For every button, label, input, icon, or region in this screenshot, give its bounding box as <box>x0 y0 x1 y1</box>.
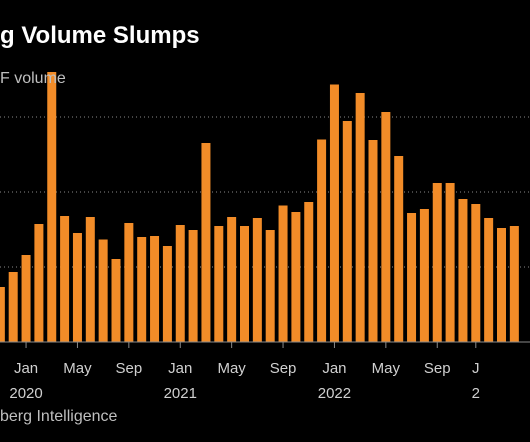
bars <box>0 72 519 342</box>
x-tick-label-month: Sep <box>270 360 297 377</box>
bar <box>150 236 160 342</box>
x-tick-label-month: May <box>63 360 92 377</box>
x-tick-label-year: 2 <box>472 385 480 402</box>
bar <box>111 259 121 342</box>
bar <box>98 239 108 342</box>
x-tick-label-month: J <box>472 360 480 377</box>
x-tick-label-month: Sep <box>424 360 451 377</box>
bar <box>317 139 327 342</box>
x-tick-label-year: 2020 <box>9 385 42 402</box>
bar <box>47 72 57 342</box>
bar <box>432 183 442 342</box>
bar <box>419 209 429 342</box>
chart-title: g Volume Slumps <box>0 22 200 49</box>
bar <box>484 218 494 342</box>
bar <box>342 121 352 342</box>
bar <box>458 199 468 342</box>
x-tick-label-month: Jan <box>322 360 346 377</box>
bar <box>214 226 224 342</box>
bar <box>265 230 275 342</box>
bar <box>394 156 404 342</box>
bar <box>329 84 339 342</box>
bar <box>137 237 147 342</box>
x-tick-label-month: May <box>372 360 401 377</box>
bar <box>60 216 70 342</box>
bar <box>85 217 95 342</box>
bar <box>381 112 391 342</box>
bar <box>368 140 378 342</box>
x-tick-label-month: Jan <box>14 360 38 377</box>
bar <box>304 202 314 342</box>
bar <box>509 226 519 342</box>
bar <box>407 213 417 342</box>
bar <box>162 246 172 342</box>
x-tick-label-month: Jan <box>168 360 192 377</box>
x-tick-label-month: Sep <box>115 360 142 377</box>
bar <box>8 272 18 342</box>
bar <box>471 204 481 342</box>
bar <box>291 212 301 342</box>
x-axis-ticks: Jan 2020 May Sep Jan 2021 May Sep Jan 2022 May Sep J… <box>9 342 480 402</box>
chart-subtitle: F volume <box>0 70 66 87</box>
bar <box>21 255 31 342</box>
x-tick-label-year: 2021 <box>164 385 197 402</box>
x-tick-label-year: 2022 <box>318 385 351 402</box>
bar <box>34 224 44 342</box>
bar <box>72 233 82 342</box>
bar <box>278 205 288 342</box>
bar <box>445 183 455 342</box>
bar <box>0 287 5 342</box>
bar <box>188 230 198 342</box>
bar <box>124 223 134 342</box>
bar <box>240 226 249 342</box>
bar <box>175 225 185 342</box>
bar <box>201 143 211 342</box>
bar <box>252 218 262 342</box>
x-tick-label-month: May <box>217 360 246 377</box>
bar <box>355 93 365 342</box>
bar <box>227 217 237 342</box>
bar <box>497 228 506 342</box>
source-note: berg Intelligence <box>0 408 118 425</box>
